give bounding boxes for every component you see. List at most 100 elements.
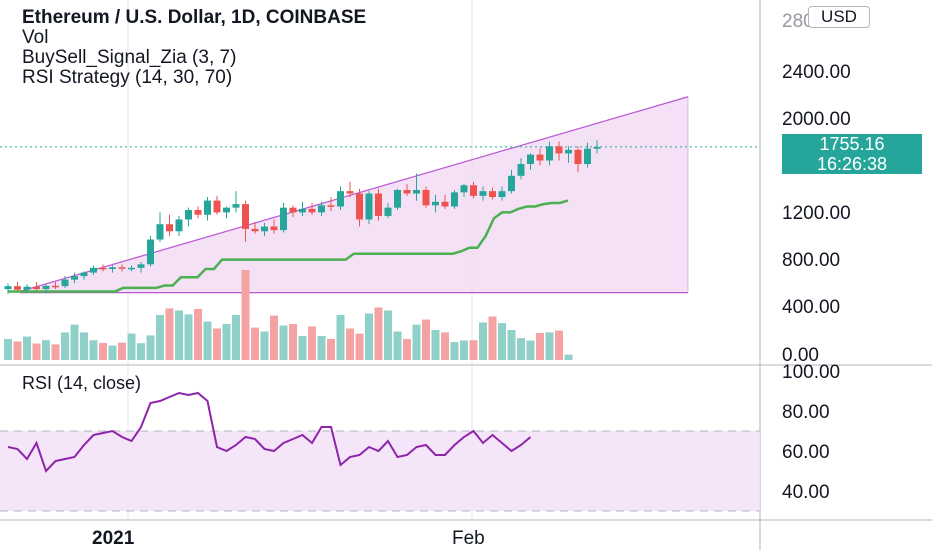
price-axis-tick-label: 400.00 [782,297,840,318]
volume-bar [412,324,421,360]
currency-button[interactable]: USD [808,6,870,28]
candle-body [593,146,601,149]
candle-body [555,146,563,154]
candle-body [261,226,268,232]
volume-bar [279,325,288,360]
volume-bar [232,315,240,360]
volume-bar [61,332,69,360]
volume-bar [336,315,345,360]
candle-body [14,286,21,290]
candle-body [109,267,116,270]
volume-bar [241,270,250,360]
volume-bar [308,326,316,360]
time-axis-label-feb: Feb [452,528,485,549]
volume-bar [13,341,22,360]
volume-bar [89,340,98,360]
price-axis-tick-label: 800.00 [782,250,840,271]
legend-indicator-vol: Vol [22,27,49,48]
candle-body [166,224,173,232]
candle-body [337,191,344,207]
candle-body [289,207,297,213]
candle-body [299,208,306,213]
volume-bar [365,313,373,360]
rsi-line [7,391,532,473]
candle-body [308,208,316,213]
channel-upper-line [19,96,689,293]
candle-body [565,149,572,154]
last-price-tag: 1755.16 [782,134,922,154]
candle-body [375,193,382,216]
candle-body [33,286,40,290]
chart-title: Ethereum / U.S. Dollar, 1D, COINBASE [22,7,367,28]
candle-body [489,191,496,198]
candle-body [232,204,240,208]
volume-bar [479,322,487,360]
volume-bar [175,310,183,360]
candle-body [546,146,553,161]
candle-body [318,205,325,213]
volume-bar [498,323,506,360]
price-axis-tick-label: 2000.00 [782,109,851,130]
candle-body [384,207,392,216]
candle-body [185,210,192,220]
volume-bar [403,339,411,360]
rsi-axis-tick-label: 60.00 [782,442,830,463]
candle-body [42,285,50,290]
candle-body [413,189,420,194]
rsi-axis-tick-label: 100.00 [782,362,840,383]
volume-bar [374,307,383,360]
candle-body [394,189,401,208]
volume-bar [393,331,402,360]
volume-bar [222,324,231,360]
volume-bar [194,309,202,360]
rsi-band-fill [0,431,760,511]
rsi-axis-tick-label: 80.00 [782,402,830,423]
candle-body [574,149,582,165]
volume-bar [460,340,468,360]
legend-indicator-rsi-strategy: RSI Strategy (14, 30, 70) [22,67,233,88]
candle-body [356,193,363,220]
volume-bar [327,339,335,360]
candle-body [517,164,525,176]
candle-body [147,239,154,265]
volume-bar [555,330,563,360]
candle-body [479,191,487,196]
candle-body [137,264,145,268]
volume-bar [422,319,430,360]
candle-body [204,200,211,215]
volume-bar [355,333,364,360]
candle-body [327,205,335,207]
volume-bar [488,316,497,360]
candle-body [441,201,449,207]
rsi-axis-tick-label: 40.00 [782,482,830,503]
candle-body [4,286,12,290]
time-axis-label-2021: 2021 [92,528,135,549]
rsi-label: RSI (14, close) [22,373,142,393]
volume-bar [127,333,136,360]
volume-bar [99,342,107,360]
candle-body [71,276,78,280]
candle-body [194,210,202,215]
candle-body [470,185,477,196]
volume-bar [507,330,516,360]
candle-body [156,224,164,240]
volume-bar [70,324,79,360]
price-axis-tick-label: 1200.00 [782,203,851,224]
candle-body [52,285,59,288]
candle-body [432,201,439,206]
candle-body [213,200,221,213]
volume-bar [545,332,554,360]
volume-bar [450,342,459,360]
candle-body [460,185,468,193]
volume-bar [526,340,535,360]
price-axis-tick-label: 2400.00 [782,62,851,83]
volume-bar [536,333,544,360]
volume-bar [384,310,392,360]
volume-bar [32,343,41,360]
candle-body [365,193,373,220]
volume-bar [270,315,278,360]
candle-body [128,267,135,270]
candle-body [61,279,69,287]
